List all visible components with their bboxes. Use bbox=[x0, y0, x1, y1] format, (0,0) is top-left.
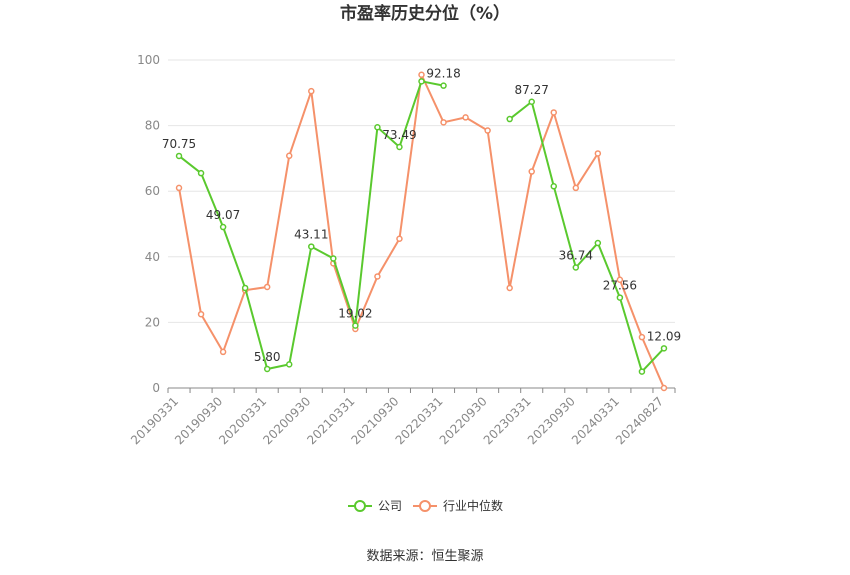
data-point bbox=[616, 276, 624, 284]
data-point bbox=[352, 322, 359, 329]
legend-label: 公司 bbox=[378, 499, 402, 513]
data-point bbox=[396, 235, 403, 243]
data-point bbox=[660, 345, 668, 352]
data-point bbox=[263, 283, 271, 291]
x-axis: 2019033120190930202003312020093020210331… bbox=[128, 387, 676, 447]
data-point bbox=[175, 184, 183, 192]
series-line bbox=[509, 100, 665, 373]
grid-lines bbox=[168, 59, 675, 323]
legend-marker bbox=[419, 500, 431, 512]
series-line bbox=[178, 73, 665, 389]
legend-marker bbox=[354, 500, 366, 512]
data-label: 36.74 bbox=[559, 248, 593, 262]
data-label: 87.27 bbox=[515, 83, 549, 97]
data-point bbox=[528, 168, 535, 175]
data-point bbox=[241, 284, 249, 292]
data-label: 5.80 bbox=[254, 350, 281, 364]
source-note: 数据来源：恒生聚源 bbox=[366, 549, 483, 564]
data-point bbox=[550, 109, 558, 116]
data-point bbox=[594, 239, 602, 247]
data-label: 43.11 bbox=[294, 228, 328, 242]
data-point bbox=[374, 123, 381, 131]
data-point bbox=[197, 310, 205, 318]
y-tick-label: 40 bbox=[145, 250, 160, 264]
data-label: 92.18 bbox=[426, 67, 460, 81]
data-label: 70.75 bbox=[162, 137, 196, 151]
y-tick-label: 100 bbox=[137, 53, 160, 67]
data-point bbox=[638, 368, 646, 375]
data-label: 73.49 bbox=[382, 128, 416, 142]
legend-item: 行业中位数 bbox=[413, 498, 503, 513]
data-label: 49.07 bbox=[206, 208, 240, 222]
series-company bbox=[175, 78, 668, 375]
y-tick-label: 80 bbox=[145, 119, 160, 133]
data-point bbox=[418, 78, 425, 85]
data-point bbox=[528, 98, 535, 106]
data-point bbox=[462, 114, 469, 121]
data-point bbox=[285, 152, 293, 160]
data-point bbox=[506, 115, 513, 123]
data-point bbox=[308, 87, 315, 95]
data-labels: 70.75 49.07 5.80 43.11 19.02 73.49 92.18 87.27 3… bbox=[162, 67, 681, 364]
data-point bbox=[263, 365, 271, 373]
data-point bbox=[638, 333, 646, 341]
data-point bbox=[418, 71, 425, 79]
data-point bbox=[308, 243, 315, 250]
data-point bbox=[396, 143, 403, 151]
chart-title: 市盈率历史分位（%） bbox=[340, 3, 510, 24]
legend: 公司 行业中位数 bbox=[348, 498, 503, 513]
data-point bbox=[197, 169, 205, 177]
legend-item: 公司 bbox=[348, 499, 402, 513]
data-label: 27.56 bbox=[603, 279, 637, 293]
data-point bbox=[219, 223, 227, 231]
y-tick-label: 20 bbox=[145, 315, 160, 329]
series-industry-median bbox=[175, 71, 668, 392]
data-label: 19.02 bbox=[338, 307, 372, 321]
data-point bbox=[506, 284, 513, 292]
data-point bbox=[550, 183, 558, 190]
data-point bbox=[616, 294, 624, 301]
data-point bbox=[572, 184, 580, 192]
data-point bbox=[440, 82, 447, 89]
data-point bbox=[219, 348, 227, 356]
series-line bbox=[178, 80, 444, 370]
data-point bbox=[285, 361, 293, 368]
y-tick-label: 60 bbox=[145, 184, 160, 198]
data-point bbox=[572, 264, 580, 271]
data-point bbox=[374, 273, 381, 280]
x-tick-label: 20240827 bbox=[613, 394, 666, 447]
series-layer bbox=[175, 71, 668, 392]
data-label: 12.09 bbox=[647, 329, 681, 343]
data-point bbox=[440, 119, 447, 126]
y-axis: 0 20 40 60 80 100 bbox=[137, 53, 160, 395]
data-point bbox=[484, 127, 491, 134]
data-point bbox=[330, 255, 337, 262]
y-tick-label: 0 bbox=[152, 381, 160, 395]
legend-label: 行业中位数 bbox=[443, 498, 503, 513]
data-point bbox=[175, 152, 183, 160]
data-point bbox=[594, 150, 602, 157]
data-point bbox=[660, 384, 668, 392]
